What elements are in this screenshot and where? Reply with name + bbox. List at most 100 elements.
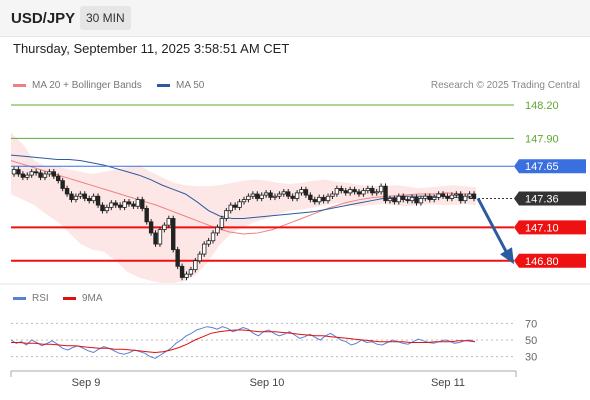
candle-body <box>334 188 340 195</box>
rsi-tick-30: 30 <box>525 352 537 364</box>
candle-body <box>144 208 149 223</box>
candle-body <box>126 201 132 205</box>
candle-body <box>78 193 83 197</box>
candle-body <box>325 195 331 202</box>
candle-body <box>206 240 211 245</box>
candle-body <box>104 206 110 212</box>
level-label-148.20: 148.20 <box>525 100 559 112</box>
interval-badge[interactable]: 30 MIN <box>80 6 131 30</box>
candle-body <box>175 249 180 267</box>
rsi-ma9-line <box>11 329 476 354</box>
candle-body <box>29 171 34 176</box>
candle-body <box>25 174 30 178</box>
ma50-swatch <box>157 83 170 87</box>
candle-body <box>166 218 172 226</box>
candle-body <box>197 253 202 262</box>
candle-body <box>131 203 136 207</box>
candle-body <box>73 195 79 200</box>
legend-9ma-label: 9MA <box>82 293 103 304</box>
candle-body <box>449 194 455 199</box>
credit-text: Research © 2025 Trading Central <box>430 80 580 91</box>
candle-body <box>427 195 432 200</box>
candle-body <box>347 189 353 194</box>
candle-body <box>299 189 304 194</box>
candle-body <box>401 195 406 200</box>
rsi-tick-70: 70 <box>525 318 537 330</box>
candle-body <box>113 202 118 206</box>
candle-body <box>312 199 317 203</box>
candle-body <box>148 221 154 234</box>
candle-body <box>352 189 357 193</box>
candle-body <box>157 229 163 245</box>
candle-body <box>47 171 52 175</box>
candle-body <box>100 204 105 212</box>
candle-body <box>445 195 450 199</box>
candle-body <box>95 195 101 206</box>
candle-body <box>140 199 145 209</box>
level-badge-147.10 <box>514 220 586 235</box>
level-badge-147.36 <box>514 191 586 206</box>
candle-body <box>38 172 43 178</box>
level-label-147.65: 147.65 <box>525 161 559 173</box>
candle-body <box>316 196 322 203</box>
candle-body <box>374 191 379 194</box>
candle-body <box>60 180 65 189</box>
candle-body <box>471 193 477 199</box>
candle-body <box>179 265 185 278</box>
candle-body <box>303 189 309 196</box>
candle-body <box>246 195 251 200</box>
candle-body <box>82 193 87 199</box>
candle-body <box>20 173 26 178</box>
candle-body <box>361 190 366 195</box>
candle-body <box>255 193 260 199</box>
candle-body <box>210 232 216 242</box>
level-label-147.90: 147.90 <box>525 133 559 145</box>
candle-body <box>286 191 291 197</box>
candle-body <box>64 188 70 195</box>
level-label-147.36: 147.36 <box>525 193 559 205</box>
level-label-147.10: 147.10 <box>525 222 559 234</box>
candle-body <box>228 204 233 212</box>
candle-body <box>16 169 21 175</box>
x-axis-label-sep-9: Sep 9 <box>72 377 101 389</box>
candle-body <box>462 195 468 202</box>
candle-body <box>294 192 300 199</box>
level-badge-146.80 <box>514 253 586 268</box>
candle-body <box>86 198 92 202</box>
candle-body <box>162 224 167 231</box>
candle-body <box>339 188 344 192</box>
candle-body <box>458 193 463 202</box>
x-axis-label-sep-11: Sep 11 <box>431 377 465 389</box>
candle-body <box>56 175 61 182</box>
candle-body <box>431 196 437 200</box>
candle-body <box>122 201 127 208</box>
candle-body <box>117 204 123 208</box>
candle-body <box>109 202 114 208</box>
candle-body <box>405 199 410 202</box>
candle-body <box>241 199 247 203</box>
candle-body <box>184 273 189 278</box>
timestamp: Thursday, September 11, 2025 3:58:51 AM … <box>13 41 290 56</box>
legend-rsi-label: RSI <box>32 293 49 304</box>
ma20-swatch <box>13 83 26 87</box>
candle-body <box>237 201 242 208</box>
candle-body <box>281 191 287 195</box>
legend-ma20: MA 20 + Bollinger Bands <box>13 80 142 91</box>
candle-body <box>436 193 441 198</box>
rsi-line <box>10 326 476 359</box>
candle-body <box>396 195 402 203</box>
candle-body <box>201 243 207 255</box>
candle-body <box>330 193 335 197</box>
legend-ma50: MA 50 <box>157 80 204 91</box>
candle-body <box>321 196 326 202</box>
candle-body <box>290 195 295 199</box>
candle-body <box>259 194 264 199</box>
candle-body <box>11 169 17 175</box>
level-badge-147.65 <box>514 159 586 174</box>
candle-body <box>378 185 384 193</box>
candle-body <box>33 171 39 174</box>
candle-body <box>153 232 158 245</box>
candle-body <box>423 195 428 199</box>
legend-ma20-label: MA 20 + Bollinger Bands <box>32 80 142 91</box>
